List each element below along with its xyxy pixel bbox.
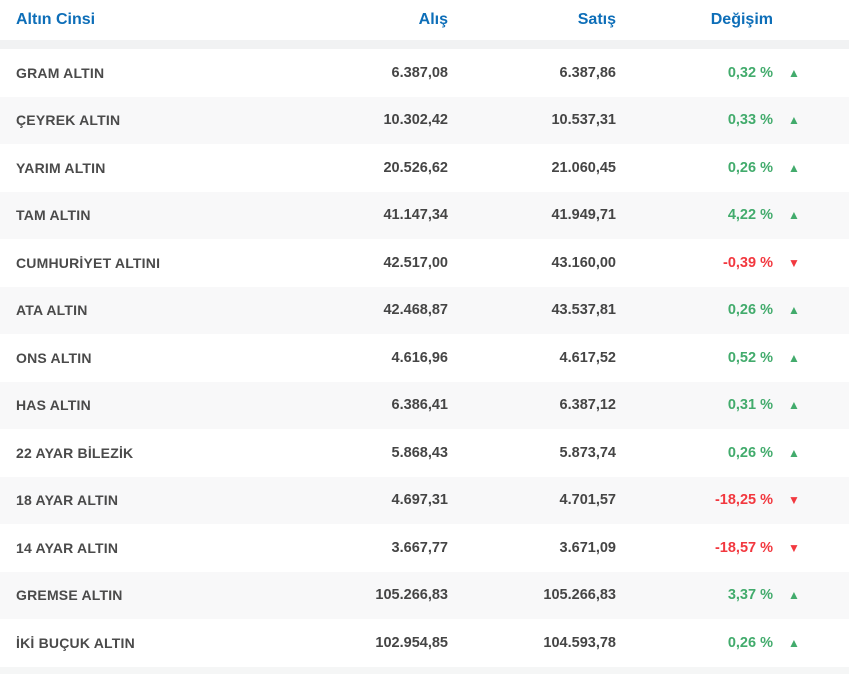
gold-type-label: TAM ALTIN — [16, 207, 91, 224]
buy-price-value: 5.868,43 — [391, 444, 448, 461]
buy-price-value: 105.266,83 — [375, 587, 448, 604]
change-percent-value: -0,39 % — [723, 254, 773, 271]
table-row[interactable]: TAM ALTIN 41.147,34 41.949,71 4,22 % ▲ — [0, 191, 849, 239]
sell-price-value: 10.537,31 — [551, 112, 616, 129]
change-percent-value: -18,57 % — [714, 539, 773, 556]
sell-price-value: 4.701,57 — [559, 492, 616, 509]
trend-up-icon: ▲ — [788, 350, 800, 365]
table-row[interactable]: HAS ALTIN 6.386,41 6.387,12 0,31 % ▲ — [0, 381, 849, 429]
trend-up-icon: ▲ — [788, 588, 800, 603]
sell-price-value: 43.160,00 — [551, 254, 616, 271]
gold-type-label: 14 AYAR ALTIN — [16, 539, 119, 556]
change-percent-value: 3,37 % — [727, 587, 773, 604]
table-row[interactable]: 18 AYAR ALTIN 4.697,31 4.701,57 -18,25 %… — [0, 476, 849, 524]
gold-type-label: 18 AYAR ALTIN — [16, 492, 119, 509]
change-percent-value: 4,22 % — [727, 207, 773, 224]
gold-type-label: GRAM ALTIN — [16, 64, 105, 81]
buy-price-value: 20.526,62 — [383, 159, 448, 176]
trend-up-icon: ▲ — [788, 398, 800, 413]
sell-price-value: 6.387,86 — [559, 64, 616, 81]
table-row[interactable]: GREMSE ALTIN 105.266,83 105.266,83 3,37 … — [0, 571, 849, 619]
buy-price-value: 4.697,31 — [391, 492, 448, 509]
change-percent-value: 0,26 % — [727, 634, 773, 651]
change-percent-value: 0,31 % — [727, 397, 773, 414]
buy-price-value: 6.387,08 — [391, 64, 448, 81]
change-percent-value: 0,33 % — [727, 112, 773, 129]
change-percent-value: 0,52 % — [727, 349, 773, 366]
buy-price-value: 10.302,42 — [383, 112, 448, 129]
change-percent-value: 0,32 % — [727, 64, 773, 81]
table-header-row: Altın Cinsi Alış Satış Değişim — [0, 0, 849, 40]
buy-price-value: 42.517,00 — [383, 254, 448, 271]
column-header-change: Değişim — [710, 11, 773, 28]
trend-up-icon: ▲ — [788, 445, 800, 460]
trend-up-icon: ▲ — [788, 160, 800, 175]
sell-price-value: 41.949,71 — [551, 207, 616, 224]
sell-price-value: 105.266,83 — [543, 587, 616, 604]
table-row[interactable]: İKİ BUÇUK ALTIN 102.954,85 104.593,78 0,… — [0, 619, 849, 667]
buy-price-value: 102.954,85 — [375, 634, 448, 651]
gold-price-table-body: GRAM ALTIN 6.387,08 6.387,86 0,32 % ▲ ÇE… — [0, 49, 849, 667]
gold-type-label: HAS ALTIN — [16, 397, 91, 414]
trend-up-icon: ▲ — [788, 635, 800, 650]
gold-type-label: İKİ BUÇUK ALTIN — [16, 634, 135, 651]
sell-price-value: 43.537,81 — [551, 302, 616, 319]
gold-type-label: YARIM ALTIN — [16, 159, 106, 176]
buy-price-value: 3.667,77 — [391, 539, 448, 556]
gold-type-label: 22 AYAR BİLEZİK — [16, 444, 134, 461]
table-row[interactable]: ONS ALTIN 4.616,96 4.617,52 0,52 % ▲ — [0, 334, 849, 382]
next-row-cutoff-strip — [0, 666, 849, 674]
sell-price-value: 3.671,09 — [559, 539, 616, 556]
sell-price-value: 5.873,74 — [559, 444, 616, 461]
sell-price-value: 6.387,12 — [559, 397, 616, 414]
sell-price-value: 4.617,52 — [559, 349, 616, 366]
table-row[interactable]: YARIM ALTIN 20.526,62 21.060,45 0,26 % ▲ — [0, 144, 849, 192]
trend-down-icon: ▼ — [788, 255, 800, 270]
sell-price-value: 104.593,78 — [543, 634, 616, 651]
gold-type-label: ÇEYREK ALTIN — [16, 112, 121, 129]
buy-price-value: 41.147,34 — [383, 207, 448, 224]
trend-up-icon: ▲ — [788, 113, 800, 128]
buy-price-value: 4.616,96 — [391, 349, 448, 366]
trend-down-icon: ▼ — [788, 493, 800, 508]
gold-type-label: ATA ALTIN — [16, 302, 88, 319]
table-row[interactable]: CUMHURİYET ALTINI 42.517,00 43.160,00 -0… — [0, 239, 849, 287]
trend-up-icon: ▲ — [788, 303, 800, 318]
trend-down-icon: ▼ — [788, 540, 800, 555]
change-percent-value: 0,26 % — [727, 444, 773, 461]
table-row[interactable]: 14 AYAR ALTIN 3.667,77 3.671,09 -18,57 %… — [0, 524, 849, 572]
table-row[interactable]: ATA ALTIN 42.468,87 43.537,81 0,26 % ▲ — [0, 286, 849, 334]
gold-type-label: GREMSE ALTIN — [16, 587, 123, 604]
table-row[interactable]: ÇEYREK ALTIN 10.302,42 10.537,31 0,33 % … — [0, 96, 849, 144]
header-divider — [0, 40, 849, 49]
gold-type-label: ONS ALTIN — [16, 349, 92, 366]
sell-price-value: 21.060,45 — [551, 159, 616, 176]
gold-type-label: CUMHURİYET ALTINI — [16, 254, 161, 271]
change-percent-value: 0,26 % — [727, 302, 773, 319]
column-header-sell: Satış — [577, 11, 616, 28]
buy-price-value: 42.468,87 — [383, 302, 448, 319]
table-row[interactable]: 22 AYAR BİLEZİK 5.868,43 5.873,74 0,26 %… — [0, 429, 849, 477]
trend-up-icon: ▲ — [788, 65, 800, 80]
buy-price-value: 6.386,41 — [391, 397, 448, 414]
change-percent-value: -18,25 % — [714, 492, 773, 509]
column-header-gold-type: Altın Cinsi — [16, 11, 96, 28]
change-percent-value: 0,26 % — [727, 159, 773, 176]
table-row[interactable]: GRAM ALTIN 6.387,08 6.387,86 0,32 % ▲ — [0, 49, 849, 97]
trend-up-icon: ▲ — [788, 208, 800, 223]
column-header-buy: Alış — [418, 11, 448, 28]
